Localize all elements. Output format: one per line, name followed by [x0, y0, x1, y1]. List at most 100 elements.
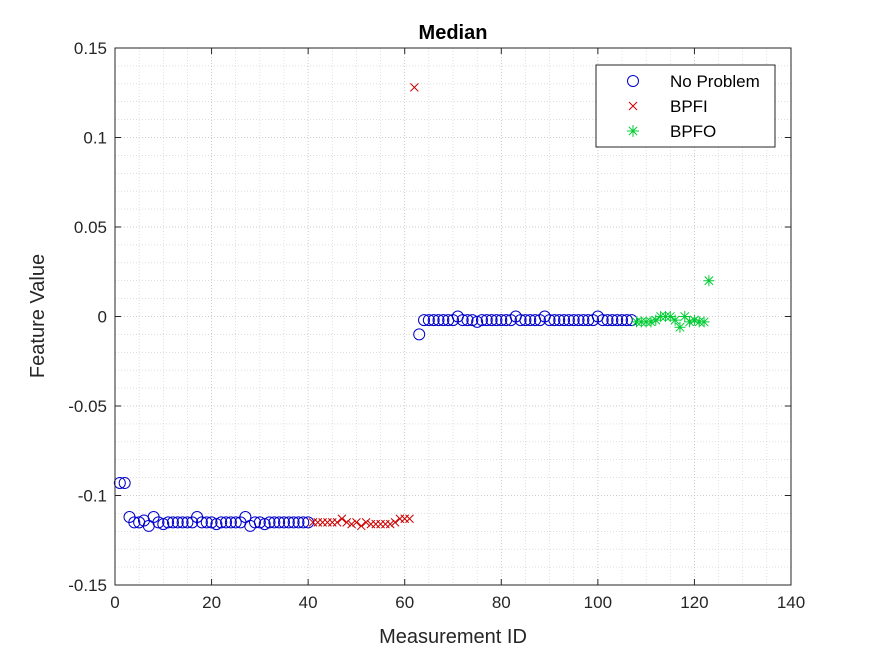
data-point-no-problem: [427, 314, 440, 327]
legend-item-bpfo: BPFO: [627, 122, 716, 141]
y-tick-label: -0.15: [68, 576, 107, 595]
data-point-no-problem: [166, 516, 179, 529]
data-point-no-problem: [258, 518, 271, 531]
data-point-bpfo: [674, 321, 686, 333]
data-point-no-problem: [128, 516, 141, 529]
legend-box: [595, 64, 776, 148]
data-point-no-problem: [422, 314, 435, 327]
data-point-no-problem: [118, 476, 131, 489]
data-point-no-problem: [601, 314, 614, 327]
y-tick-label: 0: [98, 308, 107, 327]
x-tick-label: 140: [777, 593, 805, 612]
data-point-bpfo: [645, 316, 657, 328]
data-point-no-problem: [413, 328, 426, 341]
data-point-no-problem: [229, 516, 242, 529]
legend-label-bpfo: BPFO: [670, 122, 716, 141]
chart-title: Median: [419, 22, 488, 44]
data-point-no-problem: [268, 516, 281, 529]
legend-marker-circle: [627, 75, 639, 87]
data-point-no-problem: [437, 314, 450, 327]
data-point-no-problem: [519, 314, 532, 327]
data-point-no-problem: [466, 314, 479, 327]
x-tick-label: 40: [299, 593, 318, 612]
data-point-no-problem: [200, 516, 213, 529]
x-tick-label: 0: [110, 593, 119, 612]
data-point-no-problem: [475, 314, 488, 327]
data-point-no-problem: [606, 314, 619, 327]
legend: No Problem BPFI BPFO: [595, 64, 776, 148]
data-point-bpfi: [361, 517, 371, 527]
legend-marker-asterisk: [627, 125, 639, 137]
data-point-no-problem: [461, 314, 474, 327]
data-point-no-problem: [611, 314, 624, 327]
x-tick-label: 80: [492, 593, 511, 612]
data-point-bpfi: [356, 521, 366, 531]
data-point-bpfo: [650, 314, 662, 326]
data-point-no-problem: [490, 314, 503, 327]
data-point-no-problem: [273, 516, 286, 529]
data-point-bpfi: [337, 514, 347, 524]
data-markers: [113, 83, 715, 532]
data-point-bpfo: [703, 275, 715, 287]
legend-label-bpfi: BPFI: [670, 97, 708, 116]
data-point-no-problem: [456, 314, 469, 327]
data-point-no-problem: [220, 516, 233, 529]
data-point-no-problem: [543, 314, 556, 327]
legend-item-bpfi: BPFI: [628, 97, 708, 116]
data-point-no-problem: [562, 314, 575, 327]
legend-label-no-problem: No Problem: [670, 72, 760, 91]
data-point-bpfo: [698, 316, 710, 328]
data-point-bpfi: [342, 517, 352, 527]
data-point-no-problem: [287, 516, 300, 529]
data-point-no-problem: [553, 314, 566, 327]
x-tick-label: 120: [680, 593, 708, 612]
x-tick-label: 60: [395, 593, 414, 612]
data-point-no-problem: [620, 314, 633, 327]
data-point-no-problem: [548, 314, 561, 327]
data-point-bpfo: [684, 316, 696, 328]
data-point-bpfo: [664, 311, 676, 322]
legend-marker-x: [628, 101, 638, 111]
data-point-bpfo: [688, 314, 700, 326]
data-point-bpfi: [352, 517, 361, 527]
data-point-bpfi: [385, 519, 395, 529]
data-point-no-problem: [224, 516, 237, 529]
y-tick-label: 0.1: [83, 129, 107, 148]
data-point-no-problem: [524, 314, 537, 327]
data-point-no-problem: [558, 314, 571, 327]
data-point-no-problem: [596, 314, 609, 327]
data-point-no-problem: [485, 314, 498, 327]
y-axis-label: Feature Value: [27, 254, 49, 378]
data-point-bpfi: [410, 83, 419, 92]
data-point-bpfi: [390, 517, 400, 527]
data-point-no-problem: [215, 516, 228, 529]
data-point-no-problem: [282, 516, 295, 529]
data-point-no-problem: [195, 516, 208, 529]
y-tick-label: -0.1: [78, 487, 107, 506]
data-point-no-problem: [292, 516, 305, 529]
axis-ticks: 0 20 40 60 80 100 120 140 -0.15 -0.1 -0.05 0 0.05 0.1…: [68, 39, 805, 612]
data-point-bpfo: [669, 314, 681, 326]
data-point-no-problem: [572, 314, 585, 327]
y-tick-label: 0.15: [74, 39, 107, 58]
data-point-no-problem: [616, 314, 628, 327]
data-point-no-problem: [176, 516, 189, 529]
data-point-no-problem: [577, 314, 590, 327]
data-point-no-problem: [514, 314, 527, 327]
data-point-bpfo: [679, 311, 691, 322]
data-point-no-problem: [471, 315, 484, 328]
legend-item-no-problem: No Problem: [627, 72, 760, 91]
data-point-no-problem: [171, 516, 184, 529]
data-point-no-problem: [418, 314, 431, 327]
data-point-no-problem: [480, 314, 493, 327]
data-point-bpfi: [347, 519, 356, 529]
data-point-no-problem: [495, 314, 508, 327]
data-point-no-problem: [205, 516, 218, 529]
x-tick-label: 20: [202, 593, 221, 612]
data-point-no-problem: [152, 516, 165, 529]
x-tick-label: 100: [584, 593, 612, 612]
y-tick-label: 0.05: [74, 218, 107, 237]
data-point-no-problem: [263, 516, 276, 529]
data-point-bpfi: [405, 514, 414, 524]
